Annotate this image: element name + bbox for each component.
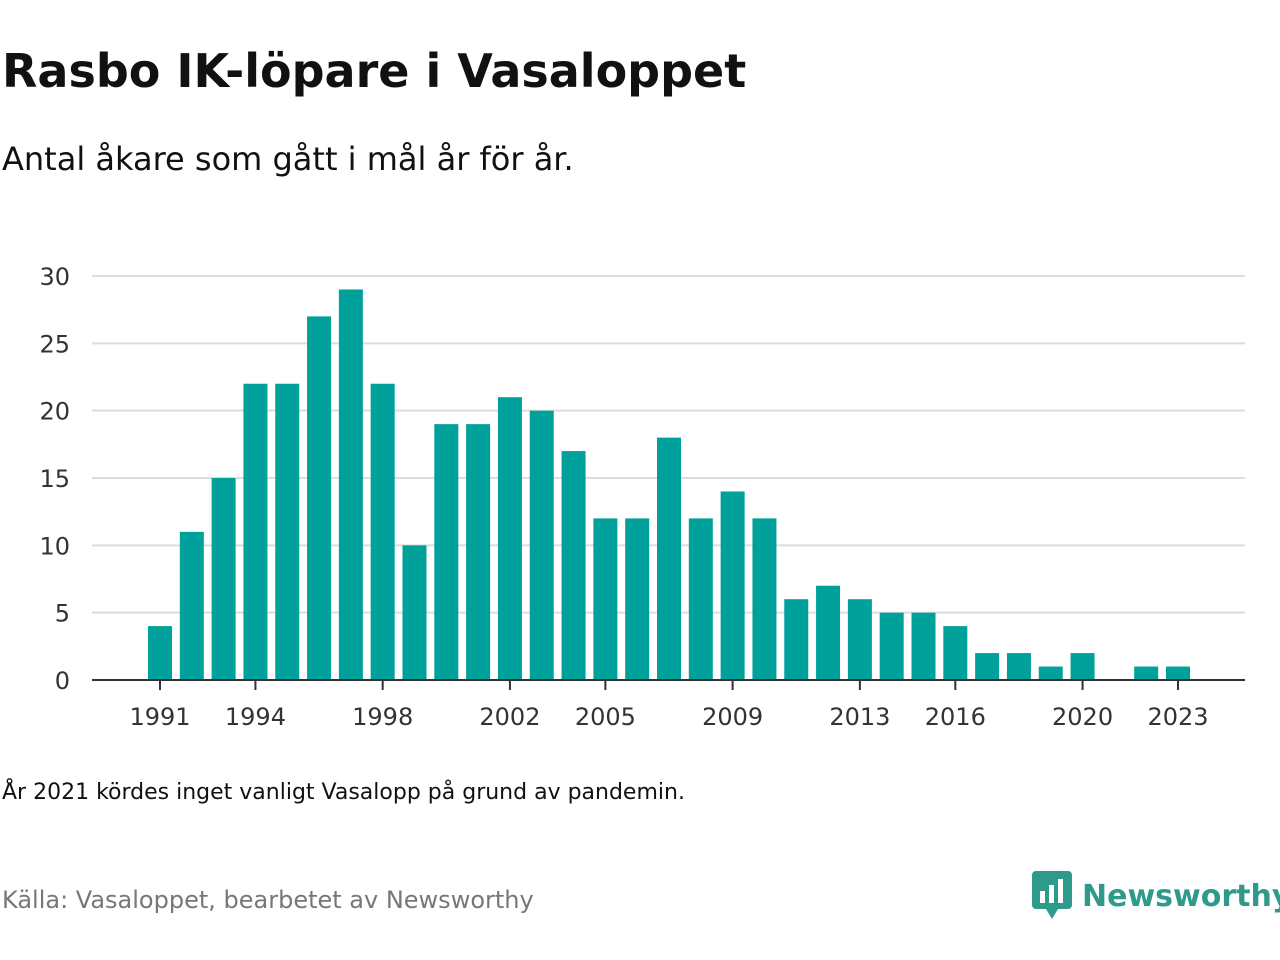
bar-2007 [657, 437, 681, 680]
bar-chart: 0 5 10 15 20 25 30 1991 1994 1998 2002 2005 2009 201… [39, 263, 1245, 730]
x-tick-label: 2009 [702, 703, 763, 730]
bar-2011 [784, 599, 809, 680]
chart-title: Rasbo IK-löpare i Vasaloppet [2, 44, 747, 98]
x-axis-ticks: 1991 1994 1998 2002 2005 2009 2013 2016 2020 2023 [129, 680, 1209, 730]
bar-1991 [148, 626, 172, 680]
bar-2010 [752, 518, 777, 680]
bar-2020 [1070, 653, 1095, 680]
bar-2022 [1134, 666, 1159, 680]
x-tick-label: 1994 [225, 703, 286, 730]
bar-1996 [307, 316, 332, 680]
bar-2005 [593, 518, 618, 680]
bar-2017 [975, 653, 1000, 680]
y-tick-label: 20 [39, 398, 70, 426]
bar-2018 [1006, 653, 1031, 680]
y-tick-label: 0 [55, 667, 70, 695]
y-tick-label: 5 [55, 600, 70, 628]
bar-2013 [847, 599, 872, 680]
bars [148, 289, 1190, 680]
bar-2008 [688, 518, 713, 680]
y-tick-label: 10 [39, 532, 70, 560]
x-tick-label: 2013 [829, 703, 890, 730]
chart-note: År 2021 kördes inget vanligt Vasalopp på… [2, 780, 685, 805]
x-tick-label: 2016 [925, 703, 986, 730]
bar-1995 [275, 383, 300, 680]
y-tick-label: 25 [39, 330, 70, 358]
bar-2000 [434, 424, 459, 680]
bar-2019 [1038, 666, 1063, 680]
bar-1993 [211, 478, 236, 680]
y-tick-label: 30 [39, 263, 70, 291]
bar-1999 [402, 545, 427, 680]
bar-2012 [816, 585, 841, 680]
bar-2001 [466, 424, 491, 680]
y-tick-label: 15 [39, 465, 70, 493]
bar-2003 [529, 410, 554, 680]
bar-2009 [720, 491, 745, 680]
bar-2002 [497, 397, 522, 680]
brand-name: Newsworthy [1082, 878, 1280, 914]
newsworthy-logo-icon [1032, 871, 1072, 919]
bar-1992 [179, 531, 204, 680]
x-tick-label: 1991 [129, 703, 190, 730]
source-text: Källa: Vasaloppet, bearbetet av Newswort… [2, 886, 534, 914]
x-tick-label: 1998 [352, 703, 413, 730]
x-tick-label: 2023 [1147, 703, 1208, 730]
bar-2006 [625, 518, 650, 680]
chart-subtitle: Antal åkare som gått i mål år för år. [2, 140, 574, 178]
y-axis-tick-labels: 0 5 10 15 20 25 30 [39, 263, 70, 695]
bar-2004 [561, 451, 586, 680]
bar-1994 [243, 383, 268, 680]
newsworthy-logo: Newsworthy [1032, 870, 1280, 922]
bar-1997 [338, 289, 363, 680]
x-tick-label: 2020 [1052, 703, 1113, 730]
bar-2015 [911, 612, 936, 680]
bar-2016 [943, 626, 968, 680]
bar-1998 [370, 383, 395, 680]
x-tick-label: 2002 [479, 703, 540, 730]
x-tick-label: 2005 [575, 703, 636, 730]
bar-2014 [879, 612, 904, 680]
bar-2023 [1166, 666, 1190, 680]
